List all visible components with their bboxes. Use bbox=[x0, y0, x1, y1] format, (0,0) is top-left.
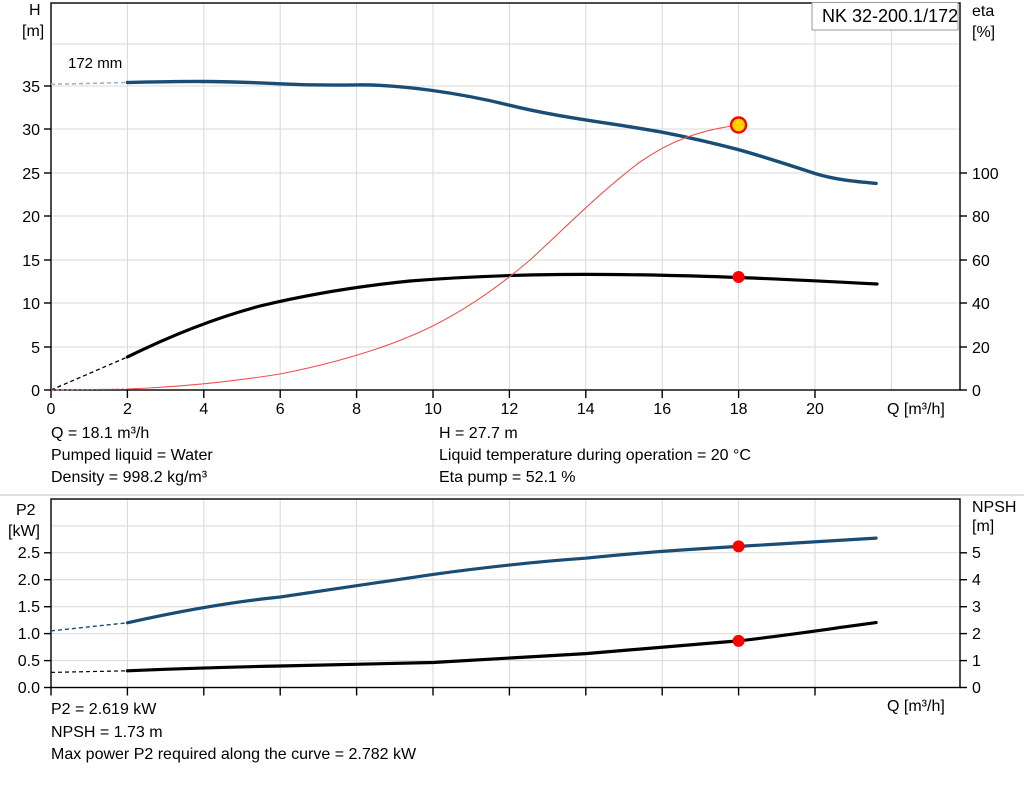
svg-text:[%]: [%] bbox=[972, 24, 995, 41]
svg-text:25: 25 bbox=[22, 166, 40, 183]
svg-text:10: 10 bbox=[424, 401, 442, 418]
svg-text:18: 18 bbox=[730, 401, 748, 418]
svg-text:Liquid temperature during oper: Liquid temperature during operation = 20… bbox=[439, 447, 751, 464]
svg-text:4: 4 bbox=[972, 572, 981, 589]
svg-text:[m]: [m] bbox=[972, 518, 994, 535]
svg-text:16: 16 bbox=[653, 401, 671, 418]
svg-text:0: 0 bbox=[47, 401, 56, 418]
svg-text:0: 0 bbox=[972, 383, 981, 400]
svg-text:5: 5 bbox=[972, 545, 981, 562]
svg-text:0.5: 0.5 bbox=[18, 653, 40, 670]
svg-text:[kW]: [kW] bbox=[8, 523, 40, 540]
svg-text:Density = 998.2 kg/m³: Density = 998.2 kg/m³ bbox=[51, 469, 208, 486]
svg-text:20: 20 bbox=[806, 401, 824, 418]
svg-text:[m]: [m] bbox=[22, 23, 44, 40]
svg-text:NPSH = 1.73 m: NPSH = 1.73 m bbox=[51, 724, 163, 741]
svg-text:Pumped liquid = Water: Pumped liquid = Water bbox=[51, 447, 213, 464]
svg-text:40: 40 bbox=[972, 296, 990, 313]
svg-text:2: 2 bbox=[123, 401, 132, 418]
svg-text:2.5: 2.5 bbox=[18, 545, 40, 562]
svg-text:100: 100 bbox=[972, 166, 999, 183]
svg-text:6: 6 bbox=[276, 401, 285, 418]
svg-text:Eta pump = 52.1 %: Eta pump = 52.1 % bbox=[439, 469, 576, 486]
svg-text:10: 10 bbox=[22, 296, 40, 313]
svg-text:Q = 18.1 m³/h: Q = 18.1 m³/h bbox=[51, 425, 149, 442]
svg-text:172 mm: 172 mm bbox=[68, 55, 122, 72]
svg-text:Q [m³/h]: Q [m³/h] bbox=[887, 698, 945, 715]
svg-text:60: 60 bbox=[972, 253, 990, 270]
svg-text:2: 2 bbox=[972, 626, 981, 643]
svg-text:1.0: 1.0 bbox=[18, 626, 40, 643]
svg-text:3: 3 bbox=[972, 599, 981, 616]
svg-text:NK 32-200.1/172: NK 32-200.1/172 bbox=[822, 6, 958, 26]
svg-text:80: 80 bbox=[972, 209, 990, 226]
svg-text:5: 5 bbox=[31, 340, 40, 357]
svg-text:H: H bbox=[29, 2, 41, 19]
svg-text:8: 8 bbox=[352, 401, 361, 418]
svg-text:0.0: 0.0 bbox=[18, 680, 40, 697]
svg-text:20: 20 bbox=[972, 340, 990, 357]
svg-text:0: 0 bbox=[31, 383, 40, 400]
svg-text:eta: eta bbox=[972, 3, 994, 20]
svg-text:30: 30 bbox=[22, 122, 40, 139]
svg-text:P2 = 2.619 kW: P2 = 2.619 kW bbox=[51, 701, 157, 718]
svg-text:Q [m³/h]: Q [m³/h] bbox=[887, 401, 945, 418]
svg-text:H = 27.7 m: H = 27.7 m bbox=[439, 425, 518, 442]
svg-text:15: 15 bbox=[22, 253, 40, 270]
svg-text:1.5: 1.5 bbox=[18, 599, 40, 616]
svg-text:0: 0 bbox=[972, 680, 981, 697]
svg-text:20: 20 bbox=[22, 209, 40, 226]
svg-text:1: 1 bbox=[972, 653, 981, 670]
svg-text:NPSH: NPSH bbox=[972, 499, 1016, 516]
svg-text:2.0: 2.0 bbox=[18, 572, 40, 589]
svg-text:35: 35 bbox=[22, 79, 40, 96]
svg-text:14: 14 bbox=[577, 401, 595, 418]
svg-text:Max power P2 required along th: Max power P2 required along the curve = … bbox=[51, 746, 417, 763]
svg-text:4: 4 bbox=[199, 401, 208, 418]
svg-text:P2: P2 bbox=[16, 502, 36, 519]
svg-text:12: 12 bbox=[501, 401, 519, 418]
